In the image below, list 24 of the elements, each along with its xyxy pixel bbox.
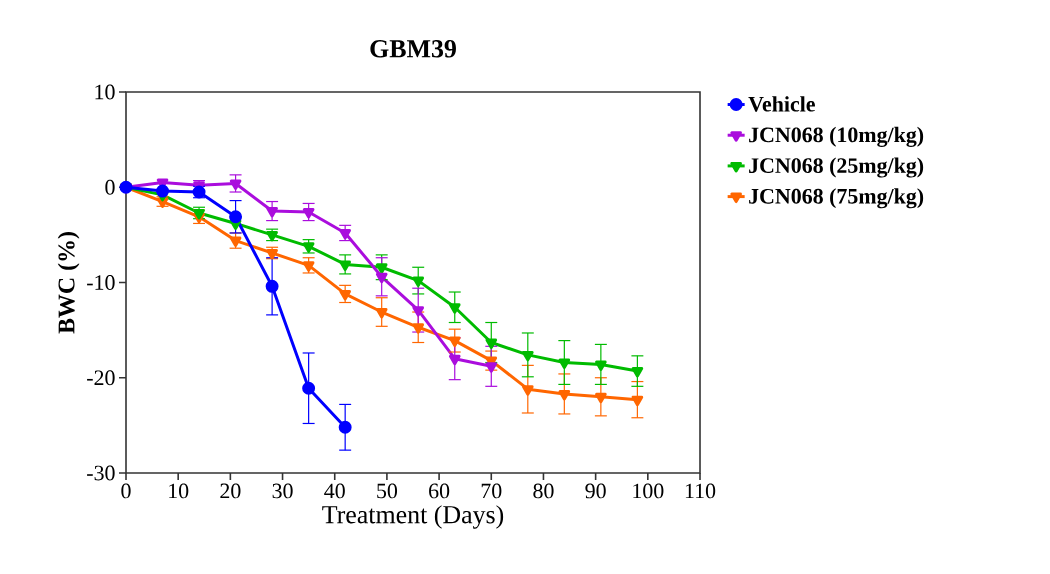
x-tick-label: 20 (220, 483, 241, 499)
x-tick-label: 70 (481, 483, 502, 499)
x-axis-title: Treatment (Days) (322, 505, 504, 529)
x-tick-label: 50 (377, 483, 398, 499)
chart-title: GBM39 (370, 40, 456, 58)
y-axis-title: BWC (%) (57, 232, 80, 334)
y-tick-label: -10 (87, 275, 115, 290)
y-tick-label: -30 (87, 465, 115, 481)
x-tick-label: 60 (429, 483, 450, 499)
y-tick-label: -20 (87, 370, 115, 386)
y-tick-label: 0 (105, 179, 115, 195)
x-tick-label: 40 (324, 483, 345, 499)
x-tick-label: 80 (533, 483, 554, 499)
legend-label: JCN068 (10mg/kg) (749, 126, 924, 147)
x-tick-label: 90 (585, 483, 606, 499)
x-tick-label: 10 (169, 483, 189, 499)
x-tick-label: 100 (633, 483, 664, 499)
legend-label: Vehicle (748, 96, 815, 112)
x-tick-label: 30 (272, 483, 293, 499)
x-tick-label: 0 (121, 483, 131, 499)
legend-label: JCN068 (75mg/kg) (749, 188, 924, 209)
y-tick-label: 10 (95, 84, 115, 100)
x-tick-label: 110 (685, 483, 716, 499)
legend-label: JCN068 (25mg/kg) (749, 157, 924, 178)
